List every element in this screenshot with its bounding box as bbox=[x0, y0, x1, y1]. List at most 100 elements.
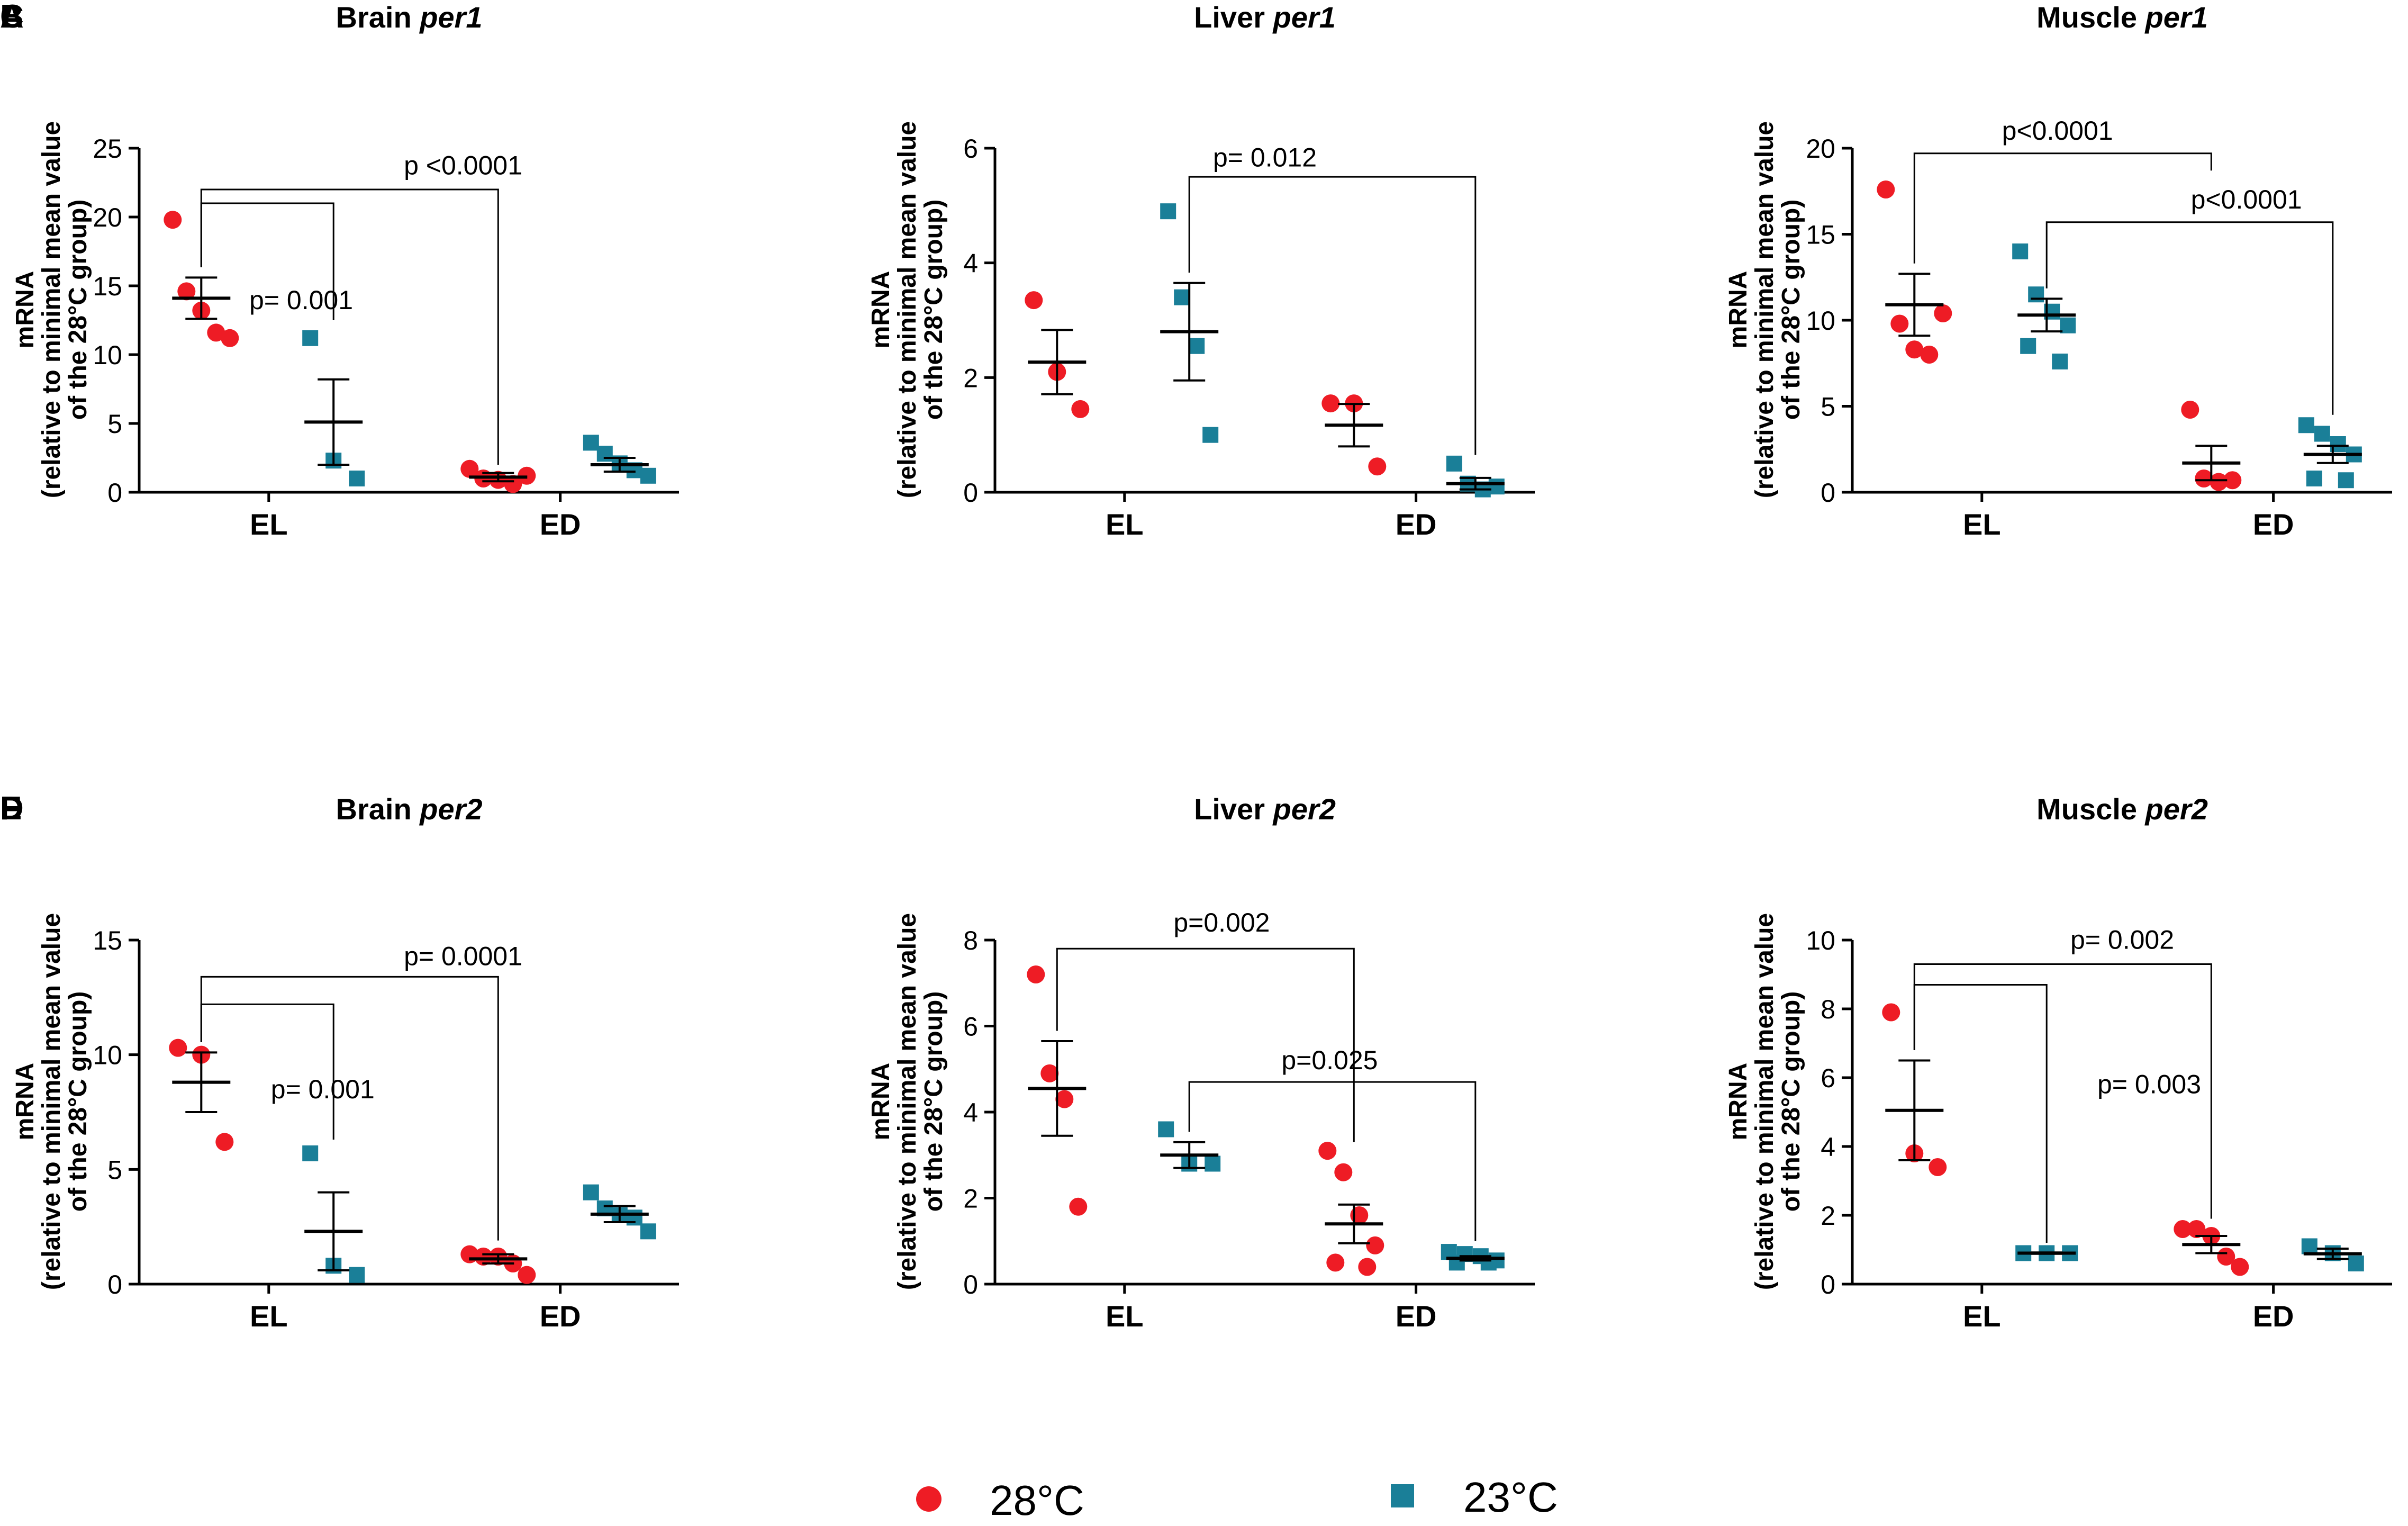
data-point-23c bbox=[2298, 417, 2314, 434]
y-axis-label-line: (relative to minimal mean value bbox=[1751, 913, 1779, 1290]
data-point-28c bbox=[1069, 1197, 1088, 1216]
data-point-28c bbox=[1358, 1258, 1377, 1276]
significance-bracket bbox=[2045, 221, 2334, 415]
data-point-28c bbox=[504, 475, 522, 493]
y-tick-label: 0 bbox=[963, 478, 978, 508]
data-point-23c bbox=[2338, 472, 2354, 489]
y-axis-label-line: mRNA bbox=[867, 271, 895, 349]
data-point-28c bbox=[1318, 1142, 1337, 1160]
y-tick-label: 25 bbox=[93, 134, 122, 164]
x-tick-label: EL bbox=[1106, 1299, 1144, 1333]
data-point-23c bbox=[2314, 426, 2330, 442]
p-value-label: p=0.025 bbox=[1281, 1045, 1378, 1075]
data-point-28c bbox=[1321, 394, 1340, 413]
data-point-28c bbox=[1027, 965, 1045, 983]
data-point-28c bbox=[1071, 400, 1090, 418]
y-axis-label-line: mRNA bbox=[1724, 271, 1752, 349]
y-axis-label-line: (relative to minimal mean value bbox=[893, 913, 921, 1290]
data-point-23c bbox=[2306, 471, 2322, 486]
p-value-label: p= 0.002 bbox=[2070, 925, 2174, 954]
data-point-23c bbox=[2012, 243, 2029, 259]
p-value-label: p <0.0001 bbox=[404, 150, 522, 180]
data-point-28c bbox=[2181, 401, 2199, 419]
y-axis-label-line: mRNA bbox=[867, 1063, 895, 1141]
p-value-label: p<0.0001 bbox=[2002, 116, 2113, 146]
data-point-28c bbox=[1877, 180, 1895, 198]
y-axis-label-line: of the 28°C group) bbox=[920, 991, 948, 1212]
y-tick-label: 5 bbox=[107, 1155, 122, 1185]
data-point-23c bbox=[1174, 289, 1190, 305]
data-point-23c bbox=[349, 471, 365, 486]
data-point-28c bbox=[177, 282, 196, 301]
data-point-28c bbox=[207, 323, 225, 342]
y-tick-label: 2 bbox=[963, 363, 978, 393]
chart-title: Brain per2 bbox=[336, 792, 483, 826]
chart-title: Brain per1 bbox=[336, 1, 483, 34]
x-tick-label: EL bbox=[250, 508, 288, 541]
y-tick-label: 5 bbox=[1821, 392, 1835, 422]
data-point-28c bbox=[215, 1133, 234, 1151]
data-point-28c bbox=[2210, 473, 2228, 491]
chart-title: Muscle per1 bbox=[2036, 1, 2208, 34]
significance-bracket bbox=[1913, 984, 2048, 1243]
p-value-label: p= 0.003 bbox=[2097, 1069, 2201, 1099]
y-tick-label: 4 bbox=[963, 1098, 978, 1127]
legend-label: 23°C bbox=[1463, 1474, 1558, 1521]
data-point-28c bbox=[2187, 1220, 2206, 1238]
data-point-23c bbox=[596, 446, 613, 462]
y-axis-label-line: of the 28°C group) bbox=[1777, 991, 1805, 1212]
significance-bracket bbox=[200, 202, 334, 320]
panel-letter: F bbox=[0, 790, 20, 827]
data-point-23c bbox=[2052, 354, 2068, 369]
y-axis-label-line: (relative to minimal mean value bbox=[893, 121, 921, 498]
significance-bracket bbox=[200, 976, 499, 1241]
y-axis-label-line: of the 28°C group) bbox=[920, 200, 948, 420]
y-axis-label-line: (relative to minimal mean value bbox=[38, 121, 66, 498]
y-tick-label: 15 bbox=[93, 926, 122, 955]
data-point-28c bbox=[474, 1248, 493, 1266]
data-point-23c bbox=[583, 435, 599, 451]
data-point-28c bbox=[164, 211, 182, 229]
chart-title-gene: per1 bbox=[419, 1, 482, 34]
y-axis-label-line: of the 28°C group) bbox=[1777, 200, 1805, 420]
y-tick-label: 10 bbox=[1806, 306, 1835, 336]
p-value-label: p= 0.0001 bbox=[404, 942, 522, 971]
y-tick-label: 6 bbox=[963, 134, 978, 164]
x-tick-label: EL bbox=[1963, 508, 2001, 541]
data-point-28c bbox=[1890, 314, 1909, 333]
panel-letter: D bbox=[0, 790, 24, 827]
data-point-28c bbox=[1025, 291, 1043, 310]
panel-letter: E bbox=[0, 790, 22, 827]
chart-panel-a: A Brain per1 mRNA(relative to minimal mean… bbox=[0, 0, 679, 541]
data-point-28c bbox=[1905, 340, 1924, 359]
p-value-label: p= 0.001 bbox=[249, 285, 353, 315]
chart-title-tissue: Muscle bbox=[2036, 792, 2145, 826]
significance-bracket bbox=[1188, 1081, 1477, 1241]
data-point-28c bbox=[1334, 1163, 1353, 1181]
y-axis-label-line: mRNA bbox=[1724, 1063, 1752, 1141]
data-point-28c bbox=[1882, 1003, 1900, 1022]
data-point-23c bbox=[1189, 338, 1205, 354]
p-value-label: p= 0.012 bbox=[1213, 143, 1317, 173]
data-point-23c bbox=[1488, 478, 1505, 495]
y-axis-label-line: (relative to minimal mean value bbox=[1751, 121, 1779, 498]
p-value-label: p=0.002 bbox=[1173, 908, 1270, 937]
chart-title-gene: per2 bbox=[1272, 792, 1336, 826]
y-tick-label: 5 bbox=[107, 409, 122, 439]
significance-bracket bbox=[200, 1003, 334, 1140]
data-point-28c bbox=[1055, 1090, 1074, 1108]
data-point-23c bbox=[1446, 455, 1462, 472]
y-tick-label: 8 bbox=[1821, 995, 1835, 1024]
data-point-23c bbox=[640, 1223, 656, 1240]
y-tick-label: 10 bbox=[1806, 926, 1835, 955]
data-point-23c bbox=[1205, 1155, 1221, 1172]
y-tick-label: 20 bbox=[93, 203, 122, 232]
y-axis-label-line: of the 28°C group) bbox=[64, 991, 92, 1212]
legend: 28°C 23°C bbox=[916, 1474, 1558, 1524]
y-tick-label: 10 bbox=[93, 1041, 122, 1070]
y-tick-label: 15 bbox=[1806, 220, 1835, 250]
